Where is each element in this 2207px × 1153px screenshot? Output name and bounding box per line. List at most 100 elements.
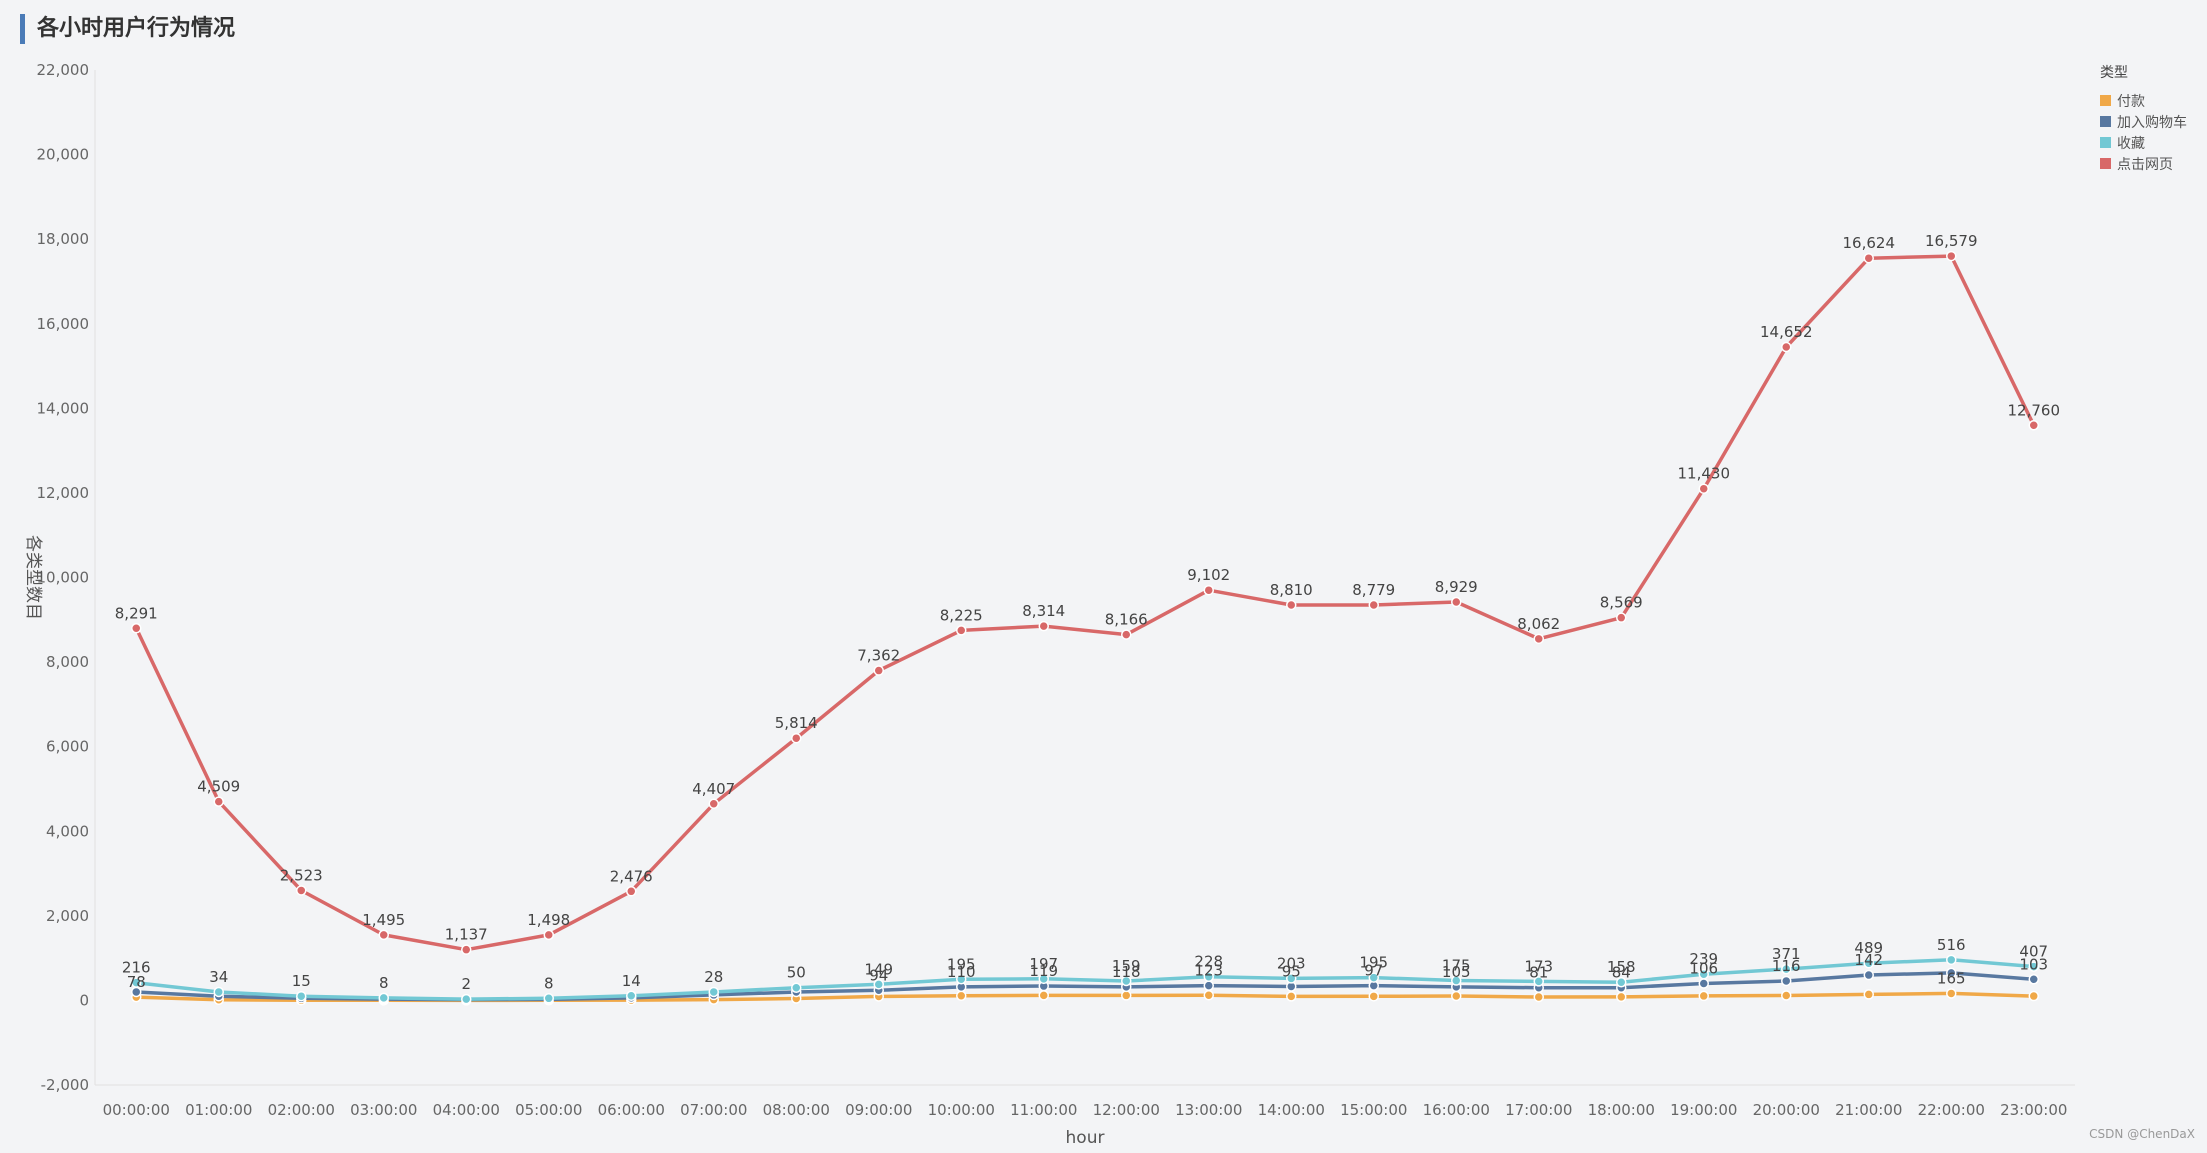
data-point[interactable] (1121, 990, 1132, 1001)
data-point[interactable] (131, 623, 142, 634)
data-point[interactable] (1781, 341, 1792, 353)
data-point[interactable] (1946, 250, 1957, 262)
data-point[interactable] (626, 990, 637, 1002)
data-point[interactable] (1616, 612, 1627, 623)
data-point[interactable] (791, 732, 802, 744)
data-point[interactable] (1286, 991, 1297, 1002)
x-tick-label: 09:00:00 (845, 1101, 912, 1119)
data-point[interactable] (1616, 976, 1627, 988)
data-label: 8,810 (1270, 581, 1313, 599)
data-point[interactable] (1286, 599, 1297, 611)
data-point[interactable] (461, 993, 472, 1005)
data-point[interactable] (1863, 989, 1874, 1000)
data-point[interactable] (1781, 990, 1792, 1001)
data-point[interactable] (1616, 991, 1627, 1003)
data-point[interactable] (2028, 974, 2039, 985)
data-label: 118 (1112, 963, 1141, 981)
data-point[interactable] (873, 979, 884, 990)
data-label: 158 (1607, 958, 1636, 976)
legend-item-page-click[interactable]: 点击网页 (2100, 153, 2187, 174)
legend-item-payment[interactable]: 付款 (2100, 90, 2187, 111)
legend-label: 收藏 (2117, 135, 2145, 152)
data-label: 8,314 (1022, 602, 1065, 620)
data-label: 14,652 (1760, 323, 1813, 341)
data-point[interactable] (1533, 976, 1544, 987)
x-tick-label: 00:00:00 (103, 1101, 170, 1119)
data-point[interactable] (708, 798, 719, 810)
data-point[interactable] (1946, 954, 1957, 966)
y-tick-label: 14,000 (37, 399, 90, 417)
data-point[interactable] (1121, 975, 1132, 987)
data-point[interactable] (1698, 978, 1709, 989)
data-point[interactable] (1451, 975, 1462, 986)
data-label: 97 (1364, 962, 1383, 980)
data-point[interactable] (1203, 584, 1214, 596)
x-tick-label: 23:00:00 (2000, 1101, 2067, 1119)
data-point[interactable] (956, 625, 967, 636)
x-tick-label: 15:00:00 (1340, 1101, 1407, 1119)
data-point[interactable] (1368, 972, 1379, 983)
data-point[interactable] (1863, 969, 1874, 981)
data-label: 195 (947, 955, 976, 973)
data-point[interactable] (956, 974, 967, 985)
data-point[interactable] (1533, 633, 1544, 645)
data-point[interactable] (1368, 991, 1379, 1002)
data-point[interactable] (131, 977, 142, 988)
x-tick-label: 17:00:00 (1505, 1101, 1572, 1119)
data-point[interactable] (296, 885, 307, 896)
y-tick-label: 20,000 (37, 146, 90, 164)
data-point[interactable] (213, 796, 224, 807)
x-axis-title: hour (1066, 1128, 1105, 1148)
data-point[interactable] (1781, 975, 1792, 987)
data-point[interactable] (1368, 599, 1379, 611)
data-point[interactable] (1451, 596, 1462, 608)
data-point[interactable] (2028, 961, 2039, 972)
data-point[interactable] (1946, 967, 1957, 979)
y-tick-label: 16,000 (37, 315, 90, 333)
x-tick-label: 01:00:00 (185, 1101, 252, 1119)
data-point[interactable] (1038, 620, 1049, 632)
data-label: 173 (1524, 957, 1553, 975)
data-label: 142 (1854, 951, 1883, 969)
data-point[interactable] (1038, 973, 1049, 985)
data-point[interactable] (1038, 990, 1049, 1001)
data-point[interactable] (1698, 483, 1709, 494)
data-point[interactable] (1698, 968, 1709, 980)
legend-swatch (2100, 137, 2111, 148)
data-point[interactable] (378, 929, 389, 941)
data-point[interactable] (2028, 990, 2039, 1002)
data-point[interactable] (461, 944, 472, 955)
data-point[interactable] (543, 993, 554, 1004)
data-point[interactable] (1451, 990, 1462, 1002)
data-point[interactable] (791, 982, 802, 993)
data-point[interactable] (296, 990, 307, 1002)
data-point[interactable] (543, 929, 554, 941)
y-tick-label: 18,000 (37, 230, 90, 248)
data-point[interactable] (2028, 420, 2039, 431)
legend-item-add-to-cart[interactable]: 加入购物车 (2100, 111, 2187, 132)
data-point[interactable] (1781, 963, 1792, 975)
data-point[interactable] (1863, 252, 1874, 264)
data-point[interactable] (1863, 957, 1874, 969)
data-label: 105 (1442, 963, 1471, 981)
data-point[interactable] (708, 986, 719, 998)
data-point[interactable] (626, 886, 637, 897)
watermark: CSDN @ChenDaX (2089, 1127, 2195, 1141)
x-tick-label: 13:00:00 (1175, 1101, 1242, 1119)
data-label: 7,362 (857, 647, 900, 665)
data-point[interactable] (213, 986, 224, 998)
data-point[interactable] (1286, 973, 1297, 984)
data-point[interactable] (1698, 990, 1709, 1002)
data-point[interactable] (1203, 989, 1214, 1001)
data-point[interactable] (956, 990, 967, 1002)
data-point[interactable] (378, 992, 389, 1004)
data-point[interactable] (1203, 971, 1214, 982)
data-point[interactable] (873, 665, 884, 676)
data-label: 16,624 (1843, 234, 1896, 252)
x-tick-label: 20:00:00 (1753, 1101, 1820, 1119)
data-point[interactable] (1946, 988, 1957, 999)
data-point[interactable] (1203, 980, 1214, 991)
data-point[interactable] (1533, 991, 1544, 1003)
data-point[interactable] (1121, 629, 1132, 640)
legend-item-favorite[interactable]: 收藏 (2100, 132, 2187, 153)
